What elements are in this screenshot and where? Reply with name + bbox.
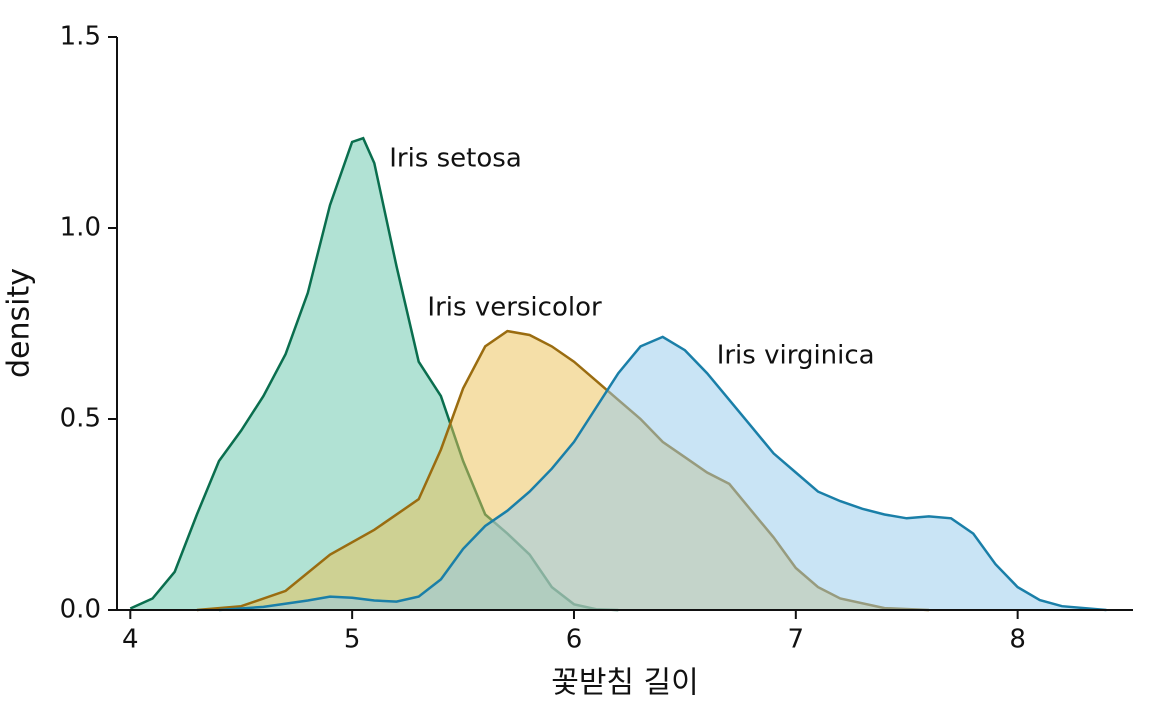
density-area <box>130 138 619 610</box>
y-tick-label: 1.5 <box>60 22 101 52</box>
x-tick-label: 4 <box>122 625 139 655</box>
density-line <box>218 335 1107 612</box>
y-tick-label: 0.5 <box>60 404 101 434</box>
series-label: Iris versicolor <box>427 293 602 323</box>
series-label: Iris setosa <box>389 144 522 174</box>
x-tick-label: 5 <box>344 625 361 655</box>
x-tick-label: 6 <box>566 625 583 655</box>
y-tick-label: 0.0 <box>60 595 101 625</box>
density-area <box>219 336 1107 610</box>
y-axis-title: density <box>2 268 37 378</box>
series-label: Iris virginica <box>717 340 875 370</box>
x-axis-title: 꽃받침 길이 <box>551 666 699 701</box>
plot-area <box>129 136 1107 612</box>
x-tick-label: 8 <box>1009 625 1026 655</box>
x-tick-label: 7 <box>788 625 805 655</box>
y-tick-label: 1.0 <box>60 213 101 243</box>
